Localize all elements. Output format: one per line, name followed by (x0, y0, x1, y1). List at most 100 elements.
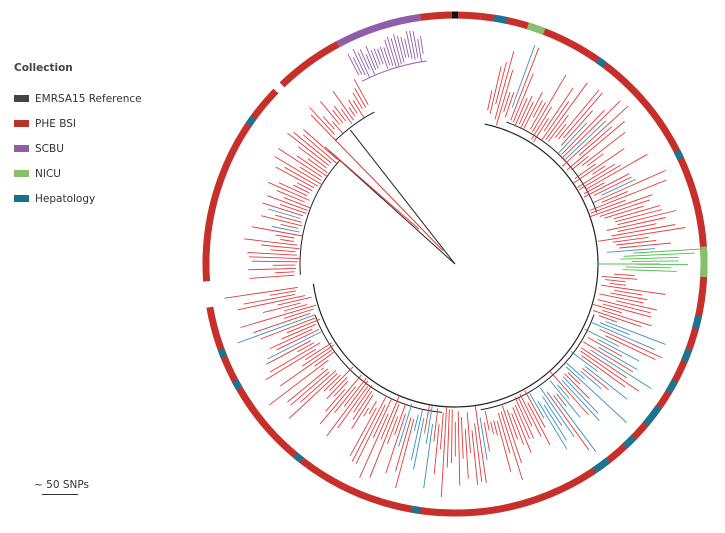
leaf-phe-bsi (496, 420, 512, 472)
leaf-hepatology (598, 346, 638, 370)
leaf-phe-bsi (533, 118, 549, 143)
leaf-phe-bsi (275, 234, 295, 239)
leaf-phe-bsi (314, 351, 335, 367)
leaf-phe-bsi (587, 153, 604, 167)
leaf-phe-bsi (581, 355, 626, 388)
ring-phe-bsi (279, 41, 340, 88)
leaf-phe-bsi (460, 417, 464, 459)
leaf-phe-bsi (275, 166, 315, 189)
ring-phe-bsi (202, 88, 279, 282)
leaf-phe-bsi (616, 300, 657, 311)
leaf-phe-bsi (605, 335, 656, 361)
leaf-phe-bsi (561, 100, 621, 160)
leaf-phe-bsi (322, 116, 335, 130)
scale-bar (42, 494, 78, 495)
leaf-phe-bsi (511, 413, 525, 445)
leaf-hepatology (605, 321, 666, 345)
clade-arc (480, 314, 595, 411)
leaf-scbu (373, 48, 381, 66)
leaf-phe-bsi (582, 367, 609, 391)
leaf-phe-bsi (592, 303, 623, 314)
leaf-phe-bsi (288, 373, 338, 419)
leaf-phe-bsi (613, 205, 661, 220)
leaf-phe-bsi (577, 163, 615, 188)
leaf-hepatology (606, 248, 655, 253)
leaf-phe-bsi (519, 393, 542, 437)
leaf-phe-bsi (274, 156, 322, 185)
basal-branch (333, 137, 444, 251)
leaf-hepatology (537, 400, 568, 450)
ring-nicu (699, 246, 708, 278)
leaf-phe-bsi (487, 90, 493, 111)
leaf-phe-bsi (592, 165, 606, 175)
ring-hepatology (665, 379, 678, 395)
leaf-scbu (370, 49, 379, 69)
leaf-phe-bsi (604, 205, 644, 219)
leaf-phe-bsi (274, 271, 295, 274)
leaf-phe-bsi (310, 114, 336, 140)
leaf-phe-bsi (333, 105, 347, 122)
leaf-phe-bsi (372, 397, 393, 439)
leaf-phe-bsi (512, 407, 532, 453)
leaf-phe-bsi (349, 407, 377, 457)
leaf-phe-bsi (609, 282, 627, 286)
legend-label: PHE BSI (35, 117, 76, 130)
backbone-arc (312, 123, 599, 408)
leaf-nicu (631, 260, 679, 262)
ring-nicu (526, 22, 546, 35)
leaf-phe-bsi (276, 328, 320, 351)
ring-hepatology (692, 315, 703, 330)
leaf-phe-bsi (243, 238, 298, 246)
leaf-phe-bsi (337, 385, 369, 429)
leaf-hepatology (542, 396, 563, 427)
clade-arc (506, 121, 598, 213)
leaf-phe-bsi (580, 347, 628, 379)
leaf-phe-bsi (343, 378, 367, 407)
leaf-phe-bsi (471, 430, 479, 485)
leaf-phe-bsi (561, 105, 629, 167)
leaf-phe-bsi (348, 99, 358, 114)
leaf-phe-bsi (268, 359, 329, 406)
leaf-phe-bsi (581, 131, 626, 166)
leaf-hepatology (398, 403, 413, 447)
basal-branch (349, 129, 456, 265)
leaf-phe-bsi (494, 51, 515, 120)
leaf-scbu (412, 31, 419, 58)
leaf-phe-bsi (325, 389, 346, 412)
leaf-phe-bsi (249, 274, 295, 279)
leaf-scbu (417, 38, 422, 62)
leaf-phe-bsi (341, 109, 353, 124)
leaf-phe-bsi (354, 88, 367, 108)
leaf-phe-bsi (501, 405, 523, 464)
leaf-phe-bsi (290, 371, 330, 406)
leaf-phe-bsi (514, 396, 535, 439)
leaf-phe-bsi (279, 203, 307, 214)
leaf-phe-bsi (598, 227, 686, 242)
leaf-phe-bsi (283, 308, 314, 319)
leaf-phe-bsi (278, 148, 323, 178)
ring-hepatology (595, 57, 607, 68)
leaf-phe-bsi (563, 92, 603, 139)
leaf-scbu (365, 45, 377, 71)
leaf-hepatology (557, 384, 570, 399)
leaf-phe-bsi (615, 209, 663, 223)
leaf-hepatology (272, 226, 300, 233)
legend-item-scbu: SCBU (14, 136, 142, 161)
tree-branches (224, 30, 702, 498)
legend-swatch (14, 95, 29, 102)
leaf-phe-bsi (517, 396, 533, 427)
leaf-phe-bsi (549, 370, 589, 416)
leaf-phe-bsi (503, 92, 511, 112)
leaf-phe-bsi (278, 182, 308, 197)
leaf-phe-bsi (323, 374, 341, 392)
leaf-phe-bsi (296, 155, 328, 177)
leaf-nicu (625, 266, 672, 269)
leaf-phe-bsi (566, 121, 625, 171)
ring-hepatology (592, 457, 611, 474)
ring-hepatology (292, 452, 304, 463)
legend-swatch (14, 170, 29, 177)
legend-label: EMRSA15 Reference (35, 92, 142, 105)
leaf-phe-bsi (561, 109, 605, 155)
leaf-scbu (357, 52, 371, 78)
